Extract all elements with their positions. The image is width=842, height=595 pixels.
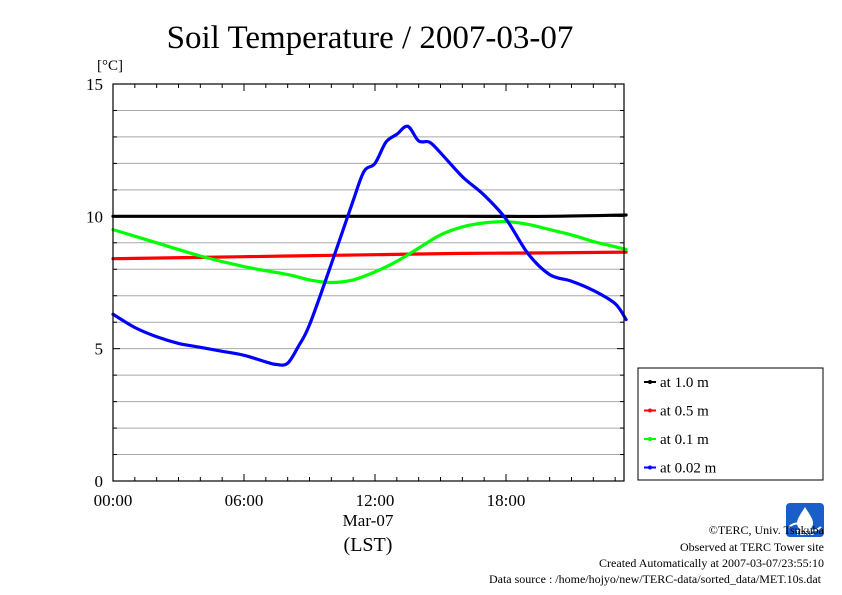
credit-created: Created Automatically at 2007-03-07/23:5… [599, 556, 824, 570]
plot-frame [112, 83, 625, 482]
credit-source: Data source : /home/hojyo/new/TERC-data/… [489, 572, 822, 586]
series-lines [111, 124, 628, 367]
legend-label: at 1.0 m [660, 375, 709, 391]
chart-title: Soil Temperature / 2007-03-07 [167, 20, 574, 56]
legend-marker [648, 380, 652, 384]
grid [113, 109, 624, 456]
y-tick-label: 0 [95, 472, 104, 491]
y-tick-labels: 0 5 10 15 [86, 75, 103, 491]
legend-marker [648, 437, 652, 441]
y-tick-label: 15 [86, 75, 103, 94]
y-axis-unit: [°C] [97, 58, 123, 74]
legend-label: at 0.1 m [660, 432, 709, 448]
axis-ticks [112, 83, 624, 482]
series-line-1 [111, 213, 628, 219]
logo-text: TERC [795, 530, 814, 537]
x-tick-label: 00:00 [94, 491, 133, 510]
x-axis-date: Mar-07 [343, 511, 394, 530]
series-line-4 [111, 124, 628, 367]
legend-marker [648, 408, 652, 413]
terc-logo: TERC [786, 503, 824, 537]
legend: at 1.0 m at 0.5 m at 0.1 m at 0.02 m [637, 367, 824, 481]
y-tick-label: 5 [95, 340, 104, 359]
x-tick-label: 12:00 [356, 491, 395, 510]
y-tick-label: 10 [86, 207, 103, 226]
credit-observed: Observed at TERC Tower site [680, 540, 824, 554]
legend-items: at 1.0 m at 0.5 m at 0.1 m at 0.02 m [644, 375, 717, 477]
legend-box [637, 367, 824, 481]
legend-label: at 0.02 m [660, 461, 717, 477]
series-line-3 [111, 219, 628, 285]
logo-wave-icon [788, 522, 822, 532]
legend-label: at 0.5 m [660, 404, 709, 420]
x-tick-labels: 00:00 06:00 12:00 18:00 [94, 491, 526, 510]
x-tick-label: 18:00 [487, 491, 526, 510]
x-axis-label: (LST) [344, 534, 393, 556]
legend-marker [648, 465, 652, 470]
x-tick-label: 06:00 [225, 491, 264, 510]
credit-copyright: ©TERC, Univ. Tsukuba [709, 523, 825, 537]
